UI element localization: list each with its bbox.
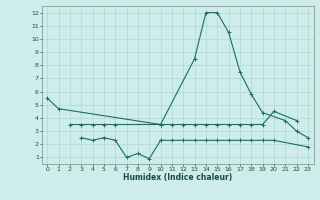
X-axis label: Humidex (Indice chaleur): Humidex (Indice chaleur): [123, 173, 232, 182]
